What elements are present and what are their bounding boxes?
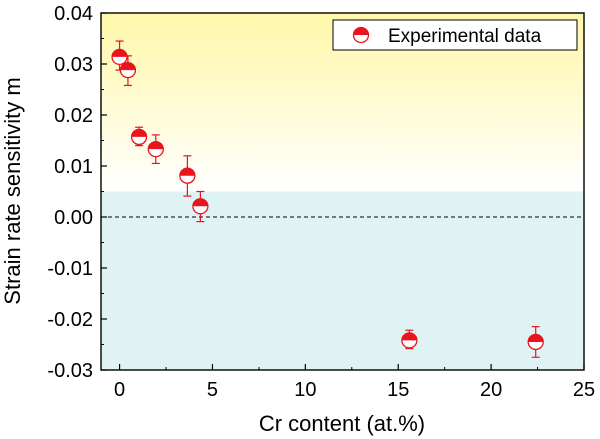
y-tick-label: -0.01 xyxy=(47,258,93,280)
x-tick-label: 5 xyxy=(207,379,218,401)
marker-outline xyxy=(527,333,544,351)
marker-outline xyxy=(179,167,196,184)
marker-upper-half xyxy=(112,49,128,57)
data-point-marker xyxy=(130,128,148,146)
marker-upper-half xyxy=(148,141,164,150)
legend-marker xyxy=(352,26,370,44)
marker-outline xyxy=(192,198,209,215)
data-point-marker xyxy=(192,198,209,215)
data-points xyxy=(111,48,544,351)
y-tick-label: 0.00 xyxy=(54,207,93,229)
y-tick-label: 0.02 xyxy=(54,105,93,127)
x-tick-label: 10 xyxy=(294,379,316,401)
y-tick-label: -0.02 xyxy=(47,309,93,331)
marker-upper-half xyxy=(179,168,195,176)
legend: Experimental data xyxy=(332,19,578,51)
marker-upper-half xyxy=(528,334,544,342)
marker-upper-half xyxy=(353,27,369,35)
marker-outline xyxy=(130,128,148,146)
marker-outline xyxy=(401,332,418,349)
marker-outline xyxy=(111,48,128,66)
x-axis-ticks: 0 5 10 15 20 25 xyxy=(114,364,595,401)
marker-upper-half xyxy=(192,198,208,207)
legend-label: Experimental data xyxy=(388,26,542,47)
data-point-marker xyxy=(401,332,418,349)
data-point-marker xyxy=(111,48,128,66)
x-axis-title: Cr content (at.%) xyxy=(259,411,425,436)
y-axis-ticks: -0.03 -0.02 -0.01 0.00 0.01 0.02 0.03 0.04 xyxy=(47,3,107,382)
y-tick-label: -0.03 xyxy=(47,360,93,382)
data-point-marker xyxy=(179,167,196,184)
marker-outline xyxy=(119,61,137,79)
x-tick-label: 20 xyxy=(480,379,502,401)
y-tick-label: 0.04 xyxy=(54,3,93,25)
marker-upper-half xyxy=(120,62,136,71)
marker-upper-half xyxy=(131,129,147,137)
data-point-marker xyxy=(527,333,544,351)
marker-outline xyxy=(352,26,370,44)
marker-upper-half xyxy=(401,332,417,341)
data-point-marker xyxy=(352,26,370,44)
data-point-marker xyxy=(119,61,137,79)
marker-outline xyxy=(147,141,164,158)
data-point-marker xyxy=(147,141,164,158)
x-tick-label: 25 xyxy=(573,379,595,401)
x-tick-label: 15 xyxy=(387,379,409,401)
y-axis-title: Strain rate sensitivity m xyxy=(0,77,25,304)
y-tick-label: 0.01 xyxy=(54,156,93,178)
y-tick-label: 0.03 xyxy=(54,54,93,76)
plot-background xyxy=(101,13,584,370)
x-tick-label: 0 xyxy=(114,379,125,401)
legend-box xyxy=(332,19,578,51)
